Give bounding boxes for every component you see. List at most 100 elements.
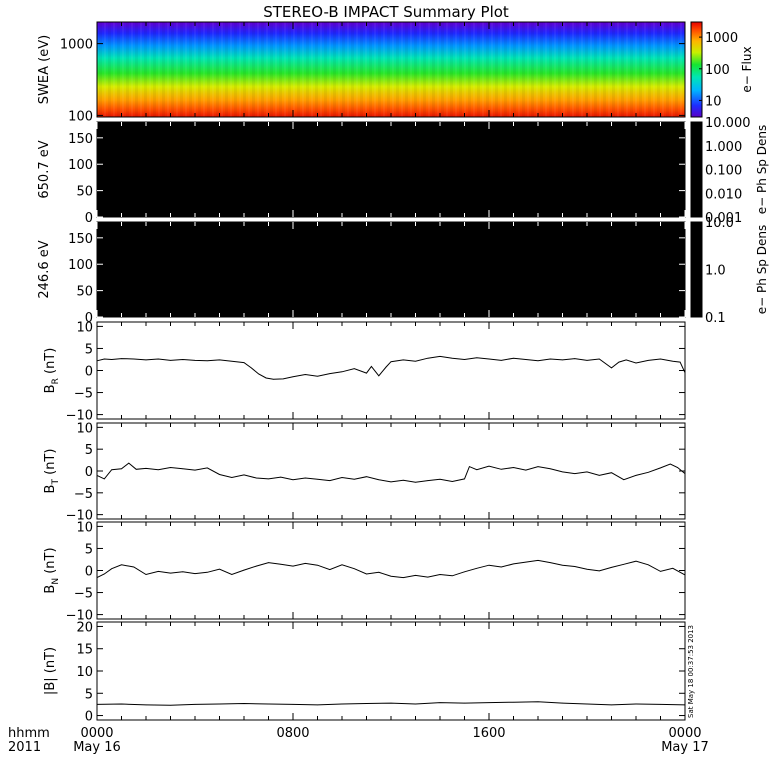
data-point bbox=[170, 467, 171, 468]
data-point bbox=[219, 568, 220, 570]
colorbar-tick-label: 0.100 bbox=[705, 164, 742, 179]
series-line-bmag bbox=[96, 701, 686, 706]
data-point bbox=[366, 703, 367, 704]
ytick-label: 5 bbox=[85, 342, 93, 357]
data-point bbox=[182, 468, 184, 470]
data-point bbox=[145, 574, 147, 575]
data-point bbox=[317, 375, 318, 377]
data-point bbox=[194, 360, 196, 361]
ytick-label: 0 bbox=[85, 365, 93, 380]
data-point bbox=[243, 569, 245, 571]
series-line-br bbox=[96, 355, 686, 380]
data-point bbox=[268, 562, 269, 563]
data-point bbox=[292, 479, 294, 481]
time-tick-label: 0800 bbox=[276, 726, 309, 741]
data-point bbox=[513, 563, 514, 565]
data-point bbox=[427, 480, 429, 481]
data-point bbox=[145, 359, 147, 361]
data-point bbox=[371, 366, 372, 367]
colorbar-title: e− Ph Sp Dens bbox=[755, 225, 769, 314]
ytick-label: 0 bbox=[85, 710, 93, 725]
data-point bbox=[206, 467, 208, 469]
ytick-label: 0 bbox=[85, 211, 93, 226]
data-point bbox=[121, 564, 122, 566]
data-point bbox=[537, 360, 539, 362]
time-row1-prefix: hhmm bbox=[8, 726, 50, 741]
time-tick-label: 0000 bbox=[668, 726, 701, 741]
data-point bbox=[500, 566, 502, 568]
panel-bg bbox=[97, 622, 685, 720]
colorbar-swea bbox=[690, 21, 703, 118]
ytick-label: 5 bbox=[85, 687, 93, 702]
ytick-label: 150 bbox=[68, 132, 93, 147]
data-point bbox=[402, 359, 404, 361]
panel-frame bbox=[96, 621, 686, 721]
timestamp-stamp: Sat May 18 00:37:53 2013 bbox=[687, 625, 695, 718]
ylabel-pad246: 246.6 eV bbox=[37, 240, 52, 298]
data-point bbox=[390, 481, 392, 483]
data-point bbox=[145, 468, 147, 469]
data-point bbox=[574, 473, 576, 474]
data-point bbox=[586, 471, 588, 473]
data-point bbox=[618, 361, 620, 363]
colorbar-tick-label: 1.000 bbox=[705, 140, 742, 155]
ytick-label: 0 bbox=[85, 311, 93, 326]
colorbar-tick-label: 10 bbox=[705, 94, 722, 109]
data-point bbox=[415, 575, 416, 576]
ytick-label: 100 bbox=[68, 109, 93, 124]
data-point bbox=[647, 472, 649, 473]
colorbar-title: e− Flux bbox=[740, 46, 754, 92]
colorbar-tick-label: 0.001 bbox=[705, 211, 742, 226]
ytick-label: 10 bbox=[76, 520, 93, 535]
ytick-label: −10 bbox=[66, 409, 93, 424]
data-point bbox=[660, 467, 661, 469]
data-point bbox=[255, 565, 257, 567]
data-point bbox=[265, 377, 267, 379]
panel-frame bbox=[96, 321, 686, 420]
data-point bbox=[549, 562, 551, 563]
data-point bbox=[464, 359, 465, 360]
data-point bbox=[488, 702, 490, 703]
data-point bbox=[525, 359, 527, 360]
data-point bbox=[231, 477, 233, 478]
data-point bbox=[598, 358, 600, 360]
data-point bbox=[562, 359, 563, 361]
panel-frame bbox=[96, 422, 686, 520]
colorbar-title: e− Ph Sp Dens bbox=[755, 125, 769, 214]
series-line-bt bbox=[96, 462, 686, 483]
data-point bbox=[194, 704, 196, 705]
data-point bbox=[439, 702, 441, 703]
data-point bbox=[206, 571, 208, 573]
colorbar-tick-label: 0.1 bbox=[705, 311, 726, 326]
data-point bbox=[157, 358, 159, 360]
data-point bbox=[329, 373, 331, 374]
data-point bbox=[104, 573, 105, 575]
data-point bbox=[660, 571, 661, 572]
data-point bbox=[280, 564, 282, 565]
data-point bbox=[341, 371, 343, 373]
data-point bbox=[243, 362, 245, 363]
data-point bbox=[157, 469, 159, 470]
ytick-label: −5 bbox=[74, 587, 93, 602]
data-point bbox=[258, 373, 260, 375]
data-point bbox=[366, 573, 367, 575]
data-point bbox=[611, 567, 612, 568]
panel-bt: −10 −5 0 5 10 BT (nT) bbox=[43, 421, 686, 524]
colorbar-tick-label: 1.0 bbox=[705, 264, 726, 279]
data-point bbox=[488, 358, 490, 360]
data-point bbox=[513, 701, 514, 703]
data-point bbox=[255, 477, 257, 479]
data-point bbox=[378, 375, 380, 377]
data-point bbox=[194, 573, 196, 574]
panel-pad650: 10.000 1.000 0.100 0.010 0.001 e− Ph Sp Dens 0… bbox=[37, 116, 769, 226]
data-point bbox=[353, 368, 355, 370]
data-point bbox=[317, 564, 318, 566]
data-point bbox=[488, 564, 490, 566]
data-point bbox=[121, 358, 122, 359]
data-point bbox=[670, 463, 671, 465]
ytick-label: 0 bbox=[85, 465, 93, 480]
data-point bbox=[635, 475, 637, 476]
